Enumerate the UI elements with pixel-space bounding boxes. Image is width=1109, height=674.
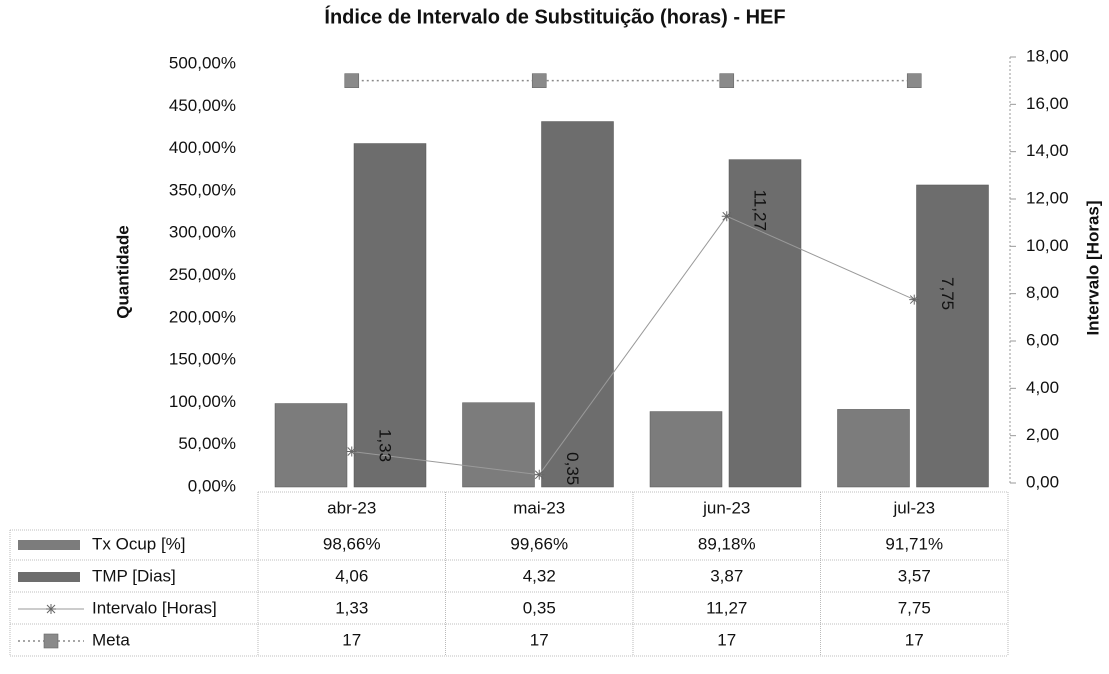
legend-swatch xyxy=(18,540,80,550)
y2-axis-label: Intervalo [Horas] xyxy=(1083,200,1102,335)
y-tick-label: 100,00% xyxy=(169,392,236,411)
table-cell: 4,06 xyxy=(335,566,368,585)
bar xyxy=(728,159,802,488)
bar xyxy=(916,184,989,488)
y-tick-label: 350,00% xyxy=(169,180,236,199)
y-tick-label: 300,00% xyxy=(169,223,236,242)
line-marker xyxy=(721,211,732,222)
line xyxy=(351,215,915,476)
y2-tick-label: 2,00 xyxy=(1026,425,1059,444)
y2-tick-label: 18,00 xyxy=(1026,46,1069,65)
table-cell: 89,18% xyxy=(698,534,756,553)
y-tick-label: 200,00% xyxy=(169,307,236,326)
y2-tick-label: 10,00 xyxy=(1026,236,1069,255)
table-cell: 17 xyxy=(342,630,361,649)
y-tick-label: 150,00% xyxy=(169,350,236,369)
line-marker xyxy=(719,73,735,88)
x-tick-label: jul-23 xyxy=(892,498,935,517)
y2-tick-label: 0,00 xyxy=(1026,472,1059,491)
data-label: 7,75 xyxy=(938,277,957,310)
y2-tick-label: 4,00 xyxy=(1026,378,1059,397)
table-cell: 17 xyxy=(717,630,736,649)
legend-marker xyxy=(43,633,59,649)
table-cell: 0,35 xyxy=(523,598,556,617)
table-cell: 3,57 xyxy=(898,566,931,585)
bar xyxy=(353,143,427,488)
y-tick-label: 400,00% xyxy=(169,138,236,157)
legend-marker xyxy=(46,604,56,614)
chart-title: Índice de Intervalo de Substituição (hor… xyxy=(324,5,785,28)
y-tick-label: 0,00% xyxy=(188,476,236,495)
y-tick-label: 450,00% xyxy=(169,96,236,115)
bar xyxy=(541,121,614,488)
bar xyxy=(274,403,348,488)
legend-label: Tx Ocup [%] xyxy=(92,534,186,553)
y2-tick-label: 12,00 xyxy=(1026,188,1069,207)
y2-tick-label: 14,00 xyxy=(1026,141,1069,160)
line-marker xyxy=(531,73,547,88)
table-cell: 7,75 xyxy=(898,598,931,617)
line-marker xyxy=(344,73,360,88)
table-cell: 17 xyxy=(905,630,924,649)
x-tick-label: jun-23 xyxy=(702,498,750,517)
legend-label: Meta xyxy=(92,630,130,649)
y2-tick-label: 6,00 xyxy=(1026,330,1059,349)
table-cell: 1,33 xyxy=(335,598,368,617)
table-cell: 91,71% xyxy=(885,534,943,553)
x-tick-label: mai-23 xyxy=(513,498,565,517)
legend-swatch xyxy=(18,572,80,582)
line-marker xyxy=(346,446,357,457)
y-tick-label: 250,00% xyxy=(169,265,236,284)
legend-label: Intervalo [Horas] xyxy=(92,598,217,617)
data-label: 1,33 xyxy=(375,429,394,462)
bar xyxy=(837,409,910,488)
y2-tick-label: 8,00 xyxy=(1026,283,1059,302)
y-axis-label: Quantidade xyxy=(113,225,132,319)
table-cell: 11,27 xyxy=(706,598,747,617)
y2-tick-label: 16,00 xyxy=(1026,94,1069,113)
bar xyxy=(462,402,535,488)
table-cell: 3,87 xyxy=(710,566,743,585)
x-tick-label: abr-23 xyxy=(327,498,376,517)
legend-label: TMP [Dias] xyxy=(92,566,176,585)
table-cell: 99,66% xyxy=(510,534,568,553)
line-marker xyxy=(909,294,920,305)
data-label: 0,35 xyxy=(563,452,582,485)
bar xyxy=(649,411,723,488)
table-cell: 98,66% xyxy=(323,534,381,553)
line-marker xyxy=(906,73,922,88)
table-cell: 4,32 xyxy=(523,566,556,585)
y-tick-label: 500,00% xyxy=(169,53,236,72)
line-marker xyxy=(534,469,545,480)
y-tick-label: 50,00% xyxy=(178,434,236,453)
data-label: 11,27 xyxy=(750,190,769,231)
table-cell: 17 xyxy=(530,630,549,649)
